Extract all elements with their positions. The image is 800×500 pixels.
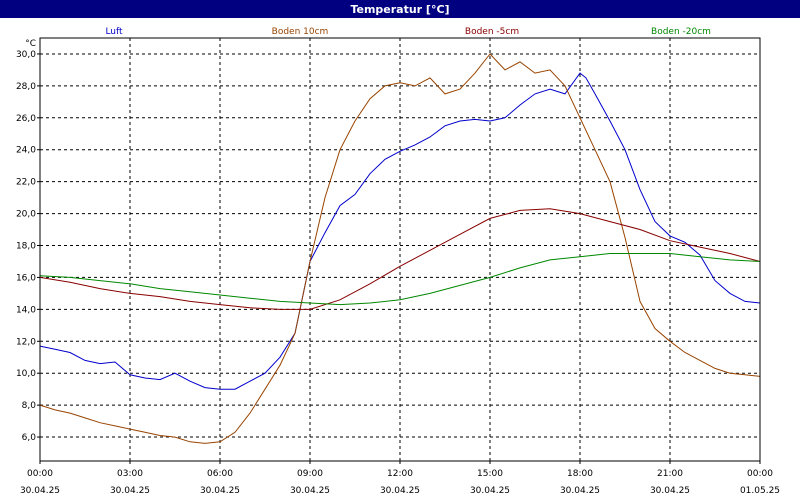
x-tick-time: 21:00	[657, 469, 683, 479]
series-lines	[39, 53, 761, 444]
x-tick-date: 30.04.25	[380, 486, 420, 496]
y-tick-label: 30,0	[16, 50, 36, 60]
y-tick-label: 22,0	[16, 178, 36, 188]
plot-frame	[39, 37, 761, 462]
y-tick-label: 16,0	[16, 273, 36, 283]
x-tick-time: 09:00	[297, 469, 323, 479]
legend-entry: Boden -5cm	[465, 27, 519, 37]
y-tick-label: 10,0	[16, 369, 36, 379]
y-tick-label: 26,0	[16, 114, 36, 124]
x-tick-date: 30.04.25	[290, 486, 330, 496]
y-axis-unit: °C	[25, 39, 36, 49]
chart-title: Temperatur [°C]	[350, 2, 450, 16]
x-tick-date: 30.04.25	[650, 486, 690, 496]
x-tick-time: 03:00	[117, 469, 143, 479]
legend-entry: Luft	[105, 27, 123, 37]
y-tick-label: 24,0	[16, 146, 36, 156]
chart-title-bar: Temperatur [°C]	[0, 0, 800, 18]
x-tick-date: 30.04.25	[110, 486, 150, 496]
y-tick-label: 14,0	[16, 305, 36, 315]
x-tick-date: 30.04.25	[470, 486, 510, 496]
x-tick-date: 01.05.25	[740, 486, 780, 496]
y-tick-label: 28,0	[16, 82, 36, 92]
series-line	[39, 53, 761, 444]
y-tick-label: 6,0	[22, 433, 37, 443]
y-tick-label: 18,0	[16, 242, 36, 252]
legend-entry: Boden 10cm	[272, 27, 329, 37]
x-tick-time: 00:00	[27, 469, 53, 479]
x-tick-time: 18:00	[567, 469, 593, 479]
legend-entry: Boden -20cm	[651, 27, 711, 37]
series-line	[39, 208, 761, 310]
y-tick-label: 12,0	[16, 337, 36, 347]
y-tick-label: 8,0	[22, 401, 37, 411]
x-tick-date: 30.04.25	[20, 486, 60, 496]
x-tick-date: 30.04.25	[200, 486, 240, 496]
x-tick-time: 12:00	[387, 469, 413, 479]
x-tick-date: 30.04.25	[560, 486, 600, 496]
x-tick-time: 00:00	[747, 469, 773, 479]
legend: Luft Boden 10cm Boden -5cm Boden -20cm	[105, 27, 711, 37]
axes: 6,0 8,0 10,0 12,0 14,0 16,0 18,0 20,0 22,0 24,0 26…	[16, 37, 780, 496]
grid	[40, 38, 760, 461]
x-tick-time: 15:00	[477, 469, 503, 479]
y-tick-label: 20,0	[16, 210, 36, 220]
series-line	[39, 72, 761, 390]
x-tick-time: 06:00	[207, 469, 233, 479]
series-line	[39, 253, 761, 306]
